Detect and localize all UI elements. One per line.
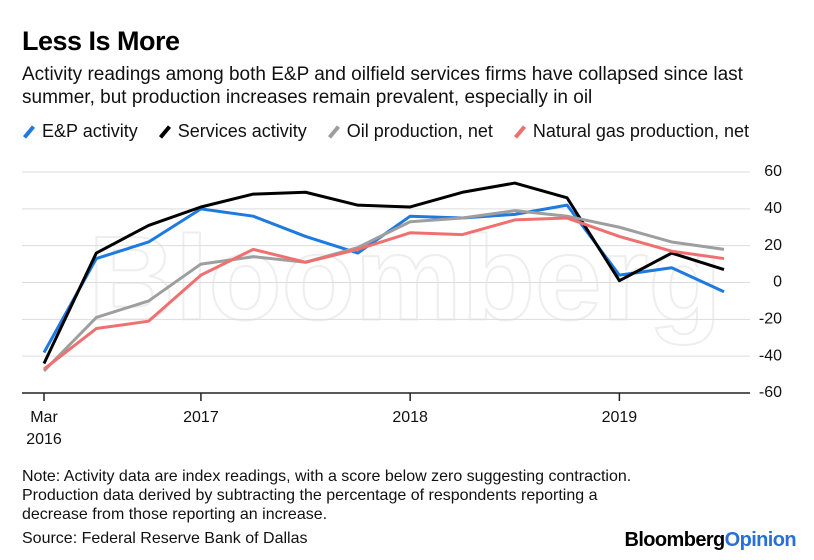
y-tick-label: -20 <box>759 311 782 328</box>
legend-label: E&P activity <box>42 121 138 141</box>
legend-item: Services activity <box>158 121 307 142</box>
note: Note: Activity data are index readings, … <box>22 468 632 523</box>
series-line <box>42 209 725 372</box>
chart-title: Less Is More <box>22 26 180 56</box>
y-tick-label: 60 <box>764 163 782 180</box>
legend-label: Services activity <box>177 121 307 141</box>
legend-item: E&P activity <box>22 121 138 142</box>
x-tick-label: 2017 <box>183 409 219 426</box>
legend-label: Oil production, net <box>346 121 493 141</box>
chart-subtitle: Activity readings among both E&P and oil… <box>22 64 743 108</box>
logo-part: Bloomberg <box>624 529 725 551</box>
x-tick-label: 2018 <box>392 409 428 426</box>
y-tick-label: -60 <box>759 384 782 401</box>
y-tick-label: 0 <box>773 274 782 291</box>
series-line <box>43 216 725 371</box>
legend-item: Oil production, net <box>327 121 493 142</box>
logo-part: Opinion <box>724 529 797 551</box>
y-tick-label: 20 <box>764 237 782 254</box>
y-tick-label: 40 <box>764 200 782 217</box>
y-tick-label: -40 <box>759 347 782 364</box>
x-tick-label: 2019 <box>602 409 638 426</box>
watermark: Bloomberg <box>88 212 721 346</box>
x-tick-label: Mar 2016 <box>26 409 62 448</box>
series-line <box>42 181 725 365</box>
logo: BloombergOpinion <box>624 529 796 552</box>
legend: E&P activity Services activity Oil product… <box>22 121 749 142</box>
legend-item: Natural gas production, net <box>513 121 749 142</box>
source: Source: Federal Reserve Bank of Dallas <box>22 530 308 547</box>
legend-label: Natural gas production, net <box>532 121 749 141</box>
chart: Bloomberg -60 -40 -20 0 20 40 60 Mar 2016 2017 2018… <box>22 163 782 448</box>
